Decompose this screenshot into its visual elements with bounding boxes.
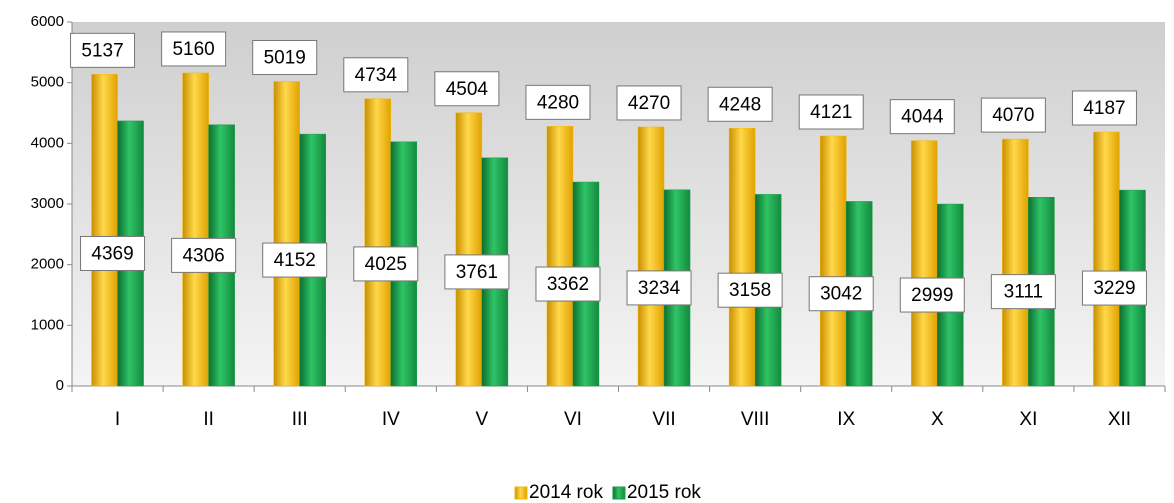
data-label-box xyxy=(444,254,510,290)
x-tick-label: I xyxy=(115,409,120,430)
bar xyxy=(182,72,209,387)
y-tick-label: 2000 xyxy=(31,256,64,273)
data-label: 4070 xyxy=(992,105,1034,126)
data-label: 4270 xyxy=(628,93,670,114)
data-label-box xyxy=(525,84,591,120)
bar xyxy=(455,112,483,387)
x-tick-label: VIII xyxy=(741,409,770,430)
data-label: 5019 xyxy=(264,48,306,69)
y-tick-label: 1000 xyxy=(31,316,64,333)
data-label: 4504 xyxy=(446,79,489,100)
data-label: 5137 xyxy=(81,40,123,61)
legend-swatch xyxy=(612,486,626,500)
data-label: 4044 xyxy=(901,107,944,128)
bar xyxy=(911,140,938,387)
data-label-box xyxy=(980,97,1046,133)
data-label: 3042 xyxy=(820,284,862,305)
data-label: 3234 xyxy=(638,278,681,299)
data-label-box xyxy=(707,86,773,122)
x-tick-label: II xyxy=(203,409,214,430)
data-label-box xyxy=(798,94,864,130)
data-label-box xyxy=(899,277,965,313)
data-label-box xyxy=(889,99,955,135)
data-label-box xyxy=(353,246,419,282)
data-label-box xyxy=(990,274,1056,310)
bar xyxy=(819,135,847,387)
data-label-box xyxy=(717,272,783,308)
data-label-box xyxy=(80,235,146,271)
x-tick-label: IX xyxy=(837,409,855,430)
x-tick-label: III xyxy=(292,409,308,430)
bar xyxy=(1002,138,1029,387)
bar xyxy=(728,128,756,387)
data-label: 4187 xyxy=(1083,98,1125,119)
data-label-box xyxy=(808,276,874,312)
data-label: 4248 xyxy=(719,94,761,115)
data-label-box xyxy=(616,85,682,121)
data-label: 4306 xyxy=(182,245,224,266)
data-label: 4152 xyxy=(274,250,316,271)
data-label: 3362 xyxy=(547,274,589,295)
data-label: 4280 xyxy=(537,92,579,113)
legend-label: 2015 rok xyxy=(627,482,701,503)
data-label-box xyxy=(626,270,692,306)
x-tick-label: XII xyxy=(1108,409,1131,430)
data-label-box xyxy=(1071,90,1137,126)
y-tick-label: 0 xyxy=(56,377,64,394)
bar xyxy=(91,74,118,387)
x-tick-label: V xyxy=(476,409,489,430)
legend-label: 2014 rok xyxy=(529,482,603,503)
data-label-box xyxy=(252,40,318,76)
data-label: 3761 xyxy=(456,262,498,283)
data-label-box xyxy=(171,237,237,273)
bar xyxy=(637,126,665,387)
data-label: 4734 xyxy=(355,65,398,86)
y-tick-label: 6000 xyxy=(31,13,64,30)
y-tick-label: 4000 xyxy=(31,134,64,151)
bar xyxy=(364,98,392,387)
data-label: 3158 xyxy=(729,280,771,301)
data-label-box xyxy=(262,242,328,278)
y-tick-label: 3000 xyxy=(31,195,64,212)
legend-swatch xyxy=(514,486,528,500)
x-tick-label: VI xyxy=(564,409,582,430)
data-label: 4121 xyxy=(810,102,852,123)
data-label: 2999 xyxy=(911,285,953,306)
data-label-box xyxy=(161,31,227,67)
data-label-box xyxy=(535,266,601,302)
data-label: 3229 xyxy=(1093,278,1135,299)
data-label-box xyxy=(70,32,136,68)
data-label: 4369 xyxy=(91,243,133,264)
bar xyxy=(546,126,574,387)
x-tick-label: XI xyxy=(1019,409,1037,430)
y-tick-label: 5000 xyxy=(31,74,64,91)
x-tick-label: IV xyxy=(382,409,400,430)
data-label-box xyxy=(1081,270,1147,306)
bar xyxy=(1093,131,1120,387)
x-tick-label: X xyxy=(931,409,944,430)
data-label: 5160 xyxy=(172,39,214,60)
data-label-box xyxy=(434,71,500,107)
data-label-box xyxy=(343,57,409,93)
plot-area xyxy=(72,22,1165,386)
bar xyxy=(273,81,300,387)
x-tick-label: VII xyxy=(652,409,675,430)
data-label: 4025 xyxy=(365,254,407,275)
data-label: 3111 xyxy=(1004,282,1043,303)
